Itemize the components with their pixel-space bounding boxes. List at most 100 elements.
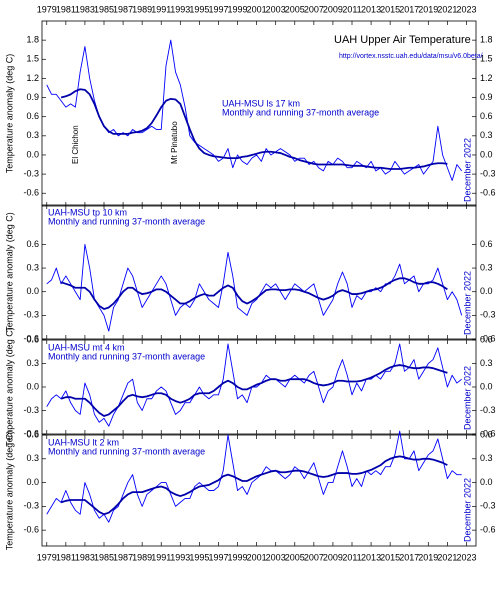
y-tick-label: 0.3 xyxy=(26,262,39,272)
y-tick-label: 0.3 xyxy=(26,130,39,140)
x-tick-label: 2019 xyxy=(418,552,438,562)
y-tick-label: 1.8 xyxy=(480,35,493,45)
x-tick-label: 1991 xyxy=(151,552,171,562)
series-sublabel: Monthly and running 37-month average xyxy=(48,446,205,456)
y-tick-label: 0.0 xyxy=(26,477,39,487)
x-tick-label: 2001 xyxy=(247,4,267,14)
y-tick-label: 0.0 xyxy=(480,149,493,159)
x-tick-label: 1993 xyxy=(170,4,190,14)
y-tick-label: -0.3 xyxy=(480,168,496,178)
plot-frame xyxy=(41,204,477,340)
x-tick-label: 2015 xyxy=(380,4,400,14)
y-tick-label: 0.6 xyxy=(480,111,493,121)
y-tick-label: 0.0 xyxy=(26,286,39,296)
running-average-line xyxy=(60,88,448,170)
x-tick-label: 2009 xyxy=(323,4,343,14)
running-average-line xyxy=(60,364,448,417)
x-tick-label: 1985 xyxy=(94,552,114,562)
x-tick-label: 1989 xyxy=(132,4,152,14)
x-tick-label: 1999 xyxy=(228,4,248,14)
x-tick-label: 2023 xyxy=(456,4,476,14)
y-tick-label: 1.8 xyxy=(26,35,39,45)
running-average-line xyxy=(60,455,448,516)
x-tick-label: 1983 xyxy=(75,4,95,14)
x-tick-label: 1989 xyxy=(132,552,152,562)
y-axis-label: Temperature anomaly (deg C) xyxy=(4,54,14,174)
y-tick-label: 1.5 xyxy=(480,54,493,64)
note: December 2022 xyxy=(462,478,472,542)
y-tick-label: -0.3 xyxy=(23,405,39,415)
monthly-line xyxy=(46,39,463,181)
y-tick-label: -0.3 xyxy=(23,501,39,511)
x-tick-label: 2007 xyxy=(304,4,324,14)
x-tick-label: 2007 xyxy=(304,552,324,562)
y-tick-label: -0.6 xyxy=(480,428,496,438)
x-tick-label: 1995 xyxy=(189,552,209,562)
y-axis-label: Temperature anomaly (deg C) xyxy=(4,212,14,332)
x-tick-label: 2001 xyxy=(247,552,267,562)
y-tick-label: -0.6 xyxy=(480,333,496,343)
x-tick-label: 2011 xyxy=(342,552,361,562)
series-label: UAH-MSU lt 2 km xyxy=(48,437,119,447)
chart-title: UAH Upper Air Temperature xyxy=(334,34,471,46)
y-tick-label: 0.0 xyxy=(480,286,493,296)
annotation: Mt Pinatubo xyxy=(170,121,179,164)
y-tick-label: 0.6 xyxy=(26,334,39,344)
y-tick-label: 0.0 xyxy=(26,149,39,159)
x-tick-label: 1979 xyxy=(37,552,57,562)
x-tick-label: 1993 xyxy=(170,552,190,562)
x-tick-label: 2015 xyxy=(380,552,400,562)
series-sublabel: Monthly and running 37-month average xyxy=(48,216,205,226)
y-tick-label: -0.3 xyxy=(23,168,39,178)
y-tick-label: 0.3 xyxy=(480,453,493,463)
y-tick-label: -0.3 xyxy=(480,310,496,320)
x-tick-label: 2013 xyxy=(361,552,381,562)
y-axis-label: Temperature anomaly (deg C) xyxy=(4,431,14,551)
y-tick-label: 0.9 xyxy=(26,92,39,102)
y-tick-label: 0.3 xyxy=(480,130,493,140)
x-tick-label: 2021 xyxy=(437,4,457,14)
x-tick-label: 2003 xyxy=(266,552,286,562)
x-tick-label: 1985 xyxy=(94,4,114,14)
y-tick-label: 0.6 xyxy=(26,111,39,121)
plot-frame xyxy=(41,434,477,547)
series-label: UAH-MSU mt 4 km xyxy=(48,342,125,352)
note: December 2022 xyxy=(462,366,472,430)
y-tick-label: -0.6 xyxy=(23,188,39,198)
y-tick-label: 0.0 xyxy=(480,477,493,487)
monthly-line xyxy=(46,430,462,523)
y-tick-label: 1.2 xyxy=(480,73,493,83)
y-tick-label: -0.3 xyxy=(480,405,496,415)
x-tick-label: 2017 xyxy=(399,552,419,562)
x-tick-label: 1995 xyxy=(189,4,209,14)
x-tick-label: 1997 xyxy=(208,4,228,14)
y-tick-label: 0.9 xyxy=(480,92,493,102)
y-tick-label: 0.6 xyxy=(26,239,39,249)
y-tick-label: 0.3 xyxy=(26,453,39,463)
y-tick-label: 0.6 xyxy=(480,239,493,249)
y-tick-label: 1.2 xyxy=(26,73,39,83)
y-tick-label: 0.3 xyxy=(480,262,493,272)
x-tick-label: 1999 xyxy=(228,552,248,562)
x-tick-label: 2023 xyxy=(456,552,476,562)
series-sublabel: Monthly and running 37-month average xyxy=(222,107,379,117)
y-tick-label: 0.6 xyxy=(480,429,493,439)
y-tick-label: -0.6 xyxy=(480,525,496,535)
x-tick-label: 1997 xyxy=(208,552,228,562)
y-axis-label: Temperature anomaly (deg C) xyxy=(4,327,14,447)
x-tick-label: 2005 xyxy=(285,552,305,562)
x-tick-label: 2017 xyxy=(399,4,419,14)
plot-frame xyxy=(41,20,477,207)
y-tick-label: 0.0 xyxy=(26,381,39,391)
note: December 2022 xyxy=(462,138,472,202)
annotation: El Chichon xyxy=(71,125,80,164)
x-tick-label: 2021 xyxy=(437,552,457,562)
running-average-line xyxy=(60,277,448,310)
series-label: UAH-MSU ls 17 km xyxy=(222,98,300,108)
x-tick-label: 2019 xyxy=(418,4,438,14)
note: December 2022 xyxy=(462,271,472,335)
y-tick-label: 1.5 xyxy=(26,54,39,64)
x-tick-label: 2005 xyxy=(285,4,305,14)
